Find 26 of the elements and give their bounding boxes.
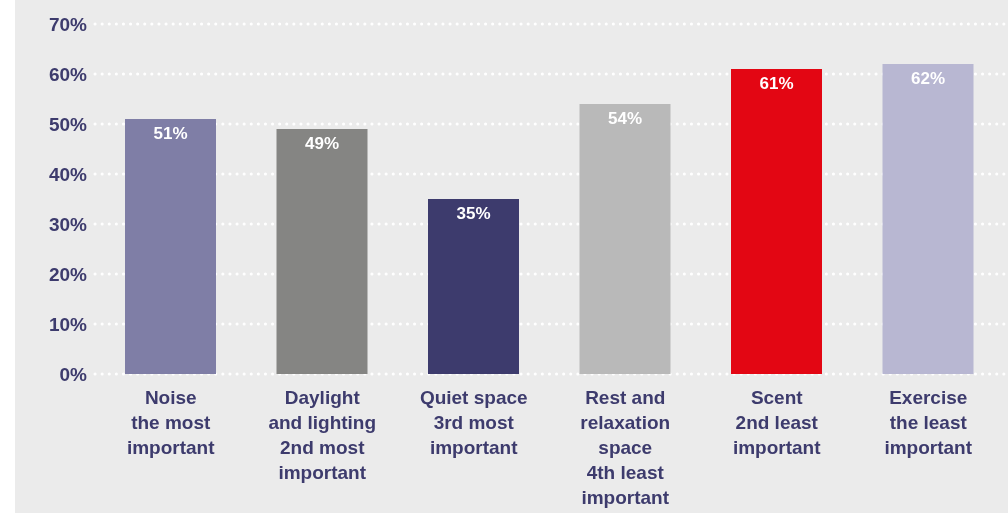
y-tick-label: 40% bbox=[48, 163, 88, 185]
bar bbox=[579, 104, 671, 374]
x-tick-label: Noise the most important bbox=[126, 387, 216, 458]
y-tick-label: 50% bbox=[48, 113, 88, 135]
data-label: 54% bbox=[607, 109, 643, 129]
data-label: 49% bbox=[304, 134, 340, 154]
bar bbox=[731, 69, 822, 374]
x-tick-label: Quiet space 3rd most important bbox=[419, 387, 528, 458]
y-tick-label: 0% bbox=[59, 363, 88, 385]
x-tick-label: Exercise the least important bbox=[884, 387, 973, 458]
data-label: 61% bbox=[759, 74, 794, 94]
bar bbox=[882, 64, 974, 374]
bar bbox=[125, 119, 216, 374]
data-label: 62% bbox=[910, 69, 946, 89]
y-tick-label: 20% bbox=[48, 263, 88, 285]
bar bbox=[428, 199, 519, 374]
y-tick-label: 60% bbox=[48, 63, 88, 85]
data-label: 35% bbox=[456, 204, 491, 224]
y-tick-label: 70% bbox=[48, 13, 88, 35]
data-label: 51% bbox=[153, 124, 188, 144]
bar bbox=[276, 129, 368, 374]
x-tick-label: Rest and relaxation space 4th least important bbox=[580, 387, 671, 508]
x-tick-label: Scent 2nd least important bbox=[732, 387, 822, 458]
y-tick-label: 10% bbox=[48, 313, 88, 335]
y-tick-label: 30% bbox=[48, 213, 88, 235]
x-tick-label: Daylight and lighting 2nd most important bbox=[268, 387, 377, 483]
